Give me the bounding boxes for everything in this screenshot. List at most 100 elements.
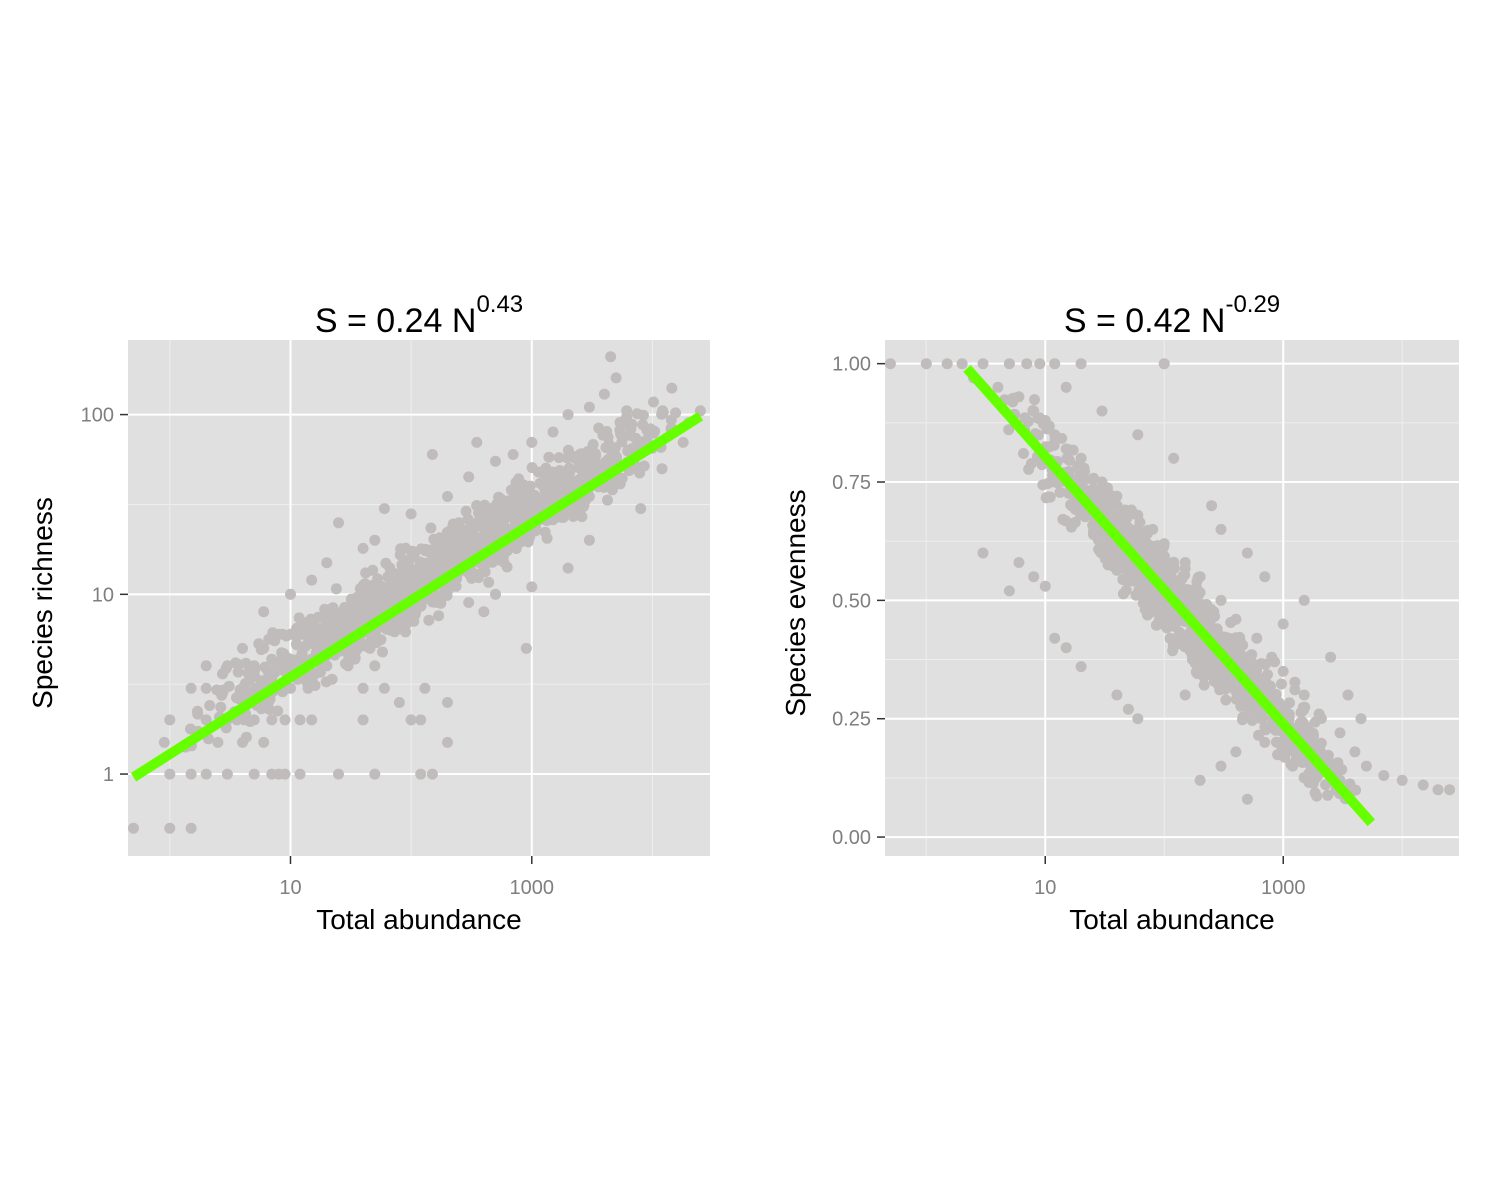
data-point [1048,439,1060,451]
x-tick-label: 1000 [1261,877,1306,899]
data-point [1315,737,1327,749]
data-point [585,462,597,474]
data-point [1325,651,1337,663]
data-point [1122,563,1134,575]
data-point [1079,466,1090,478]
data-point [1166,617,1178,629]
data-point [1241,793,1253,805]
data-point [1087,474,1099,486]
data-point [221,768,233,780]
data-point [419,682,431,694]
data-point [367,564,379,576]
data-point [1088,483,1100,495]
data-point [1396,774,1408,786]
y-tick-label: 10 [92,584,114,606]
data-point [343,651,355,663]
data-point [1095,496,1107,508]
data-point [1029,394,1040,406]
data-point [1215,760,1227,772]
data-point [269,667,281,678]
data-point [1230,746,1242,758]
data-point [240,731,252,743]
evenness-panel: 0.00 0.25 0.50 0.75 1.00 10 1000 Total abundanc… [780,291,1459,935]
data-point [1355,713,1367,725]
data-point [445,541,457,553]
richness-panel: 1 10 100 10 1000 Total abundance Species richn… [27,291,710,935]
data-point [164,768,176,780]
data-point [306,574,318,586]
data-point [1251,632,1263,644]
data-point [657,405,669,417]
data-point [424,563,436,575]
x-axis-title: Total abundance [1069,904,1275,935]
data-point [1322,789,1334,801]
data-point [549,488,560,500]
data-point [490,455,501,467]
data-point [411,575,423,587]
data-point [1272,749,1284,761]
data-point [670,407,682,419]
data-point [1006,393,1018,405]
data-point [1349,746,1361,758]
data-point [314,628,325,640]
data-point [1028,571,1040,583]
data-point [1168,556,1180,568]
data-point [1120,584,1132,596]
data-point [428,533,440,545]
data-point [279,768,291,780]
data-point [1180,586,1192,598]
data-point [1037,479,1049,491]
data-point [1049,358,1061,370]
data-point [501,561,513,573]
data-point [294,768,306,780]
data-point [460,539,472,551]
data-point [498,504,510,516]
data-point [1025,458,1037,470]
data-point [405,714,417,726]
data-point [1106,551,1118,563]
data-point [575,475,587,487]
data-point [380,557,392,569]
data-point [626,443,638,455]
data-point [425,522,437,534]
data-point [510,516,522,528]
data-point [185,723,196,735]
data-point [464,523,476,535]
data-point [357,682,369,694]
data-point [666,382,678,394]
data-point [494,493,506,505]
data-point [390,581,402,593]
data-point [293,612,305,624]
data-point [583,401,595,413]
data-point [1096,405,1108,417]
data-point [1103,539,1115,551]
data-point [637,419,649,431]
data-point [395,543,407,555]
data-point [1013,557,1025,568]
data-point [402,615,414,627]
data-point [385,595,396,607]
data-point [637,409,649,421]
data-point [1132,429,1144,441]
data-point [941,358,953,370]
data-point [920,358,932,370]
data-point [1215,523,1227,535]
data-point [266,714,278,726]
data-point [1075,358,1087,370]
data-point [1198,679,1210,691]
data-point [1315,713,1327,724]
data-point [453,551,465,562]
data-point [1289,684,1301,696]
data-point [1060,642,1072,654]
x-axis-title: Total abundance [316,904,522,935]
data-point [1168,452,1180,464]
data-point [568,452,580,464]
title-exponent: 0.43 [476,291,523,318]
data-point [513,473,525,485]
data-point [1003,585,1015,597]
data-point [1179,689,1191,701]
data-point [1432,784,1444,796]
data-point [306,714,318,726]
data-point [369,534,381,546]
data-point [442,697,453,708]
